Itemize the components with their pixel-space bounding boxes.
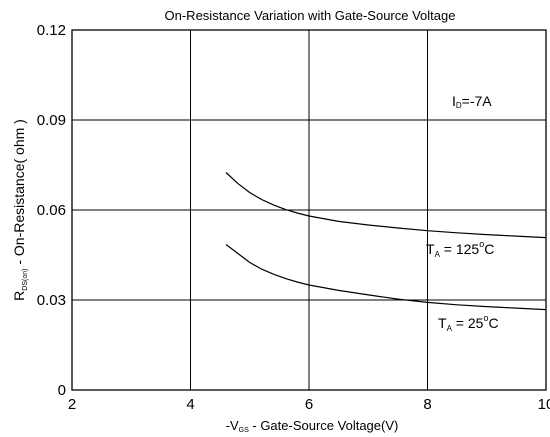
y-axis-label-prefix: R [11, 291, 27, 301]
series-label-125c: TA = 125oC [426, 239, 494, 259]
x-tick-label: 8 [423, 396, 431, 413]
x-axis-label-subscript: GS [239, 427, 249, 434]
series-label-125c-unit: C [484, 241, 494, 257]
x-axis-label-suffix: - Gate-Source Voltage(V) [249, 418, 399, 433]
y-tick-label: 0.12 [37, 22, 66, 39]
condition-subscript: D [456, 101, 462, 110]
series-label-25c-degree: o [483, 313, 488, 323]
y-tick-label: 0.03 [37, 292, 66, 309]
condition-prefix: I [452, 93, 456, 109]
series-label-25c-prefix: T [438, 315, 447, 331]
x-tick-label: 4 [186, 396, 194, 413]
plot-area-frame [71, 29, 547, 391]
x-tick-label: 10 [538, 396, 550, 413]
y-axis-label-suffix: - On-Resistance( ohm ) [11, 119, 27, 268]
series-lines [225, 172, 547, 311]
x-tick-label: 6 [305, 396, 313, 413]
series-label-25c: TA = 25oC [438, 313, 499, 333]
y-axis-label: RDS(on) - On-Resistance( ohm ) [11, 119, 29, 301]
y-tick-label: 0 [58, 382, 66, 399]
series-label-125c-prefix: T [426, 241, 435, 257]
y-tick-label: 0.06 [37, 202, 66, 219]
x-axis-label-prefix: -V [226, 418, 239, 433]
series-label-25c-unit: C [488, 315, 498, 331]
condition-annotation: ID=-7A [452, 93, 492, 110]
series-label-125c-subscript: A [435, 250, 441, 259]
series-label-25c-value: = 25 [452, 315, 484, 331]
series-line-25c [225, 244, 547, 311]
y-axis-label-subscript: DS(on) [22, 269, 29, 291]
series-label-25c-subscript: A [447, 324, 453, 333]
y-tick-label: 0.09 [37, 112, 66, 129]
x-axis-label: -VGS - Gate-Source Voltage(V) [226, 418, 399, 434]
series-label-125c-degree: o [479, 239, 484, 249]
x-tick-label: 2 [68, 396, 76, 413]
grid-lines [72, 30, 546, 390]
series-label-125c-value: = 125 [440, 241, 480, 257]
tick-labels: 2 4 6 8 10 0 0.03 0.06 0.09 0.12 [37, 22, 550, 413]
condition-suffix: =-7A [462, 93, 493, 109]
series-line-125c [225, 172, 547, 239]
chart-title: On-Resistance Variation with Gate-Source… [165, 8, 456, 23]
